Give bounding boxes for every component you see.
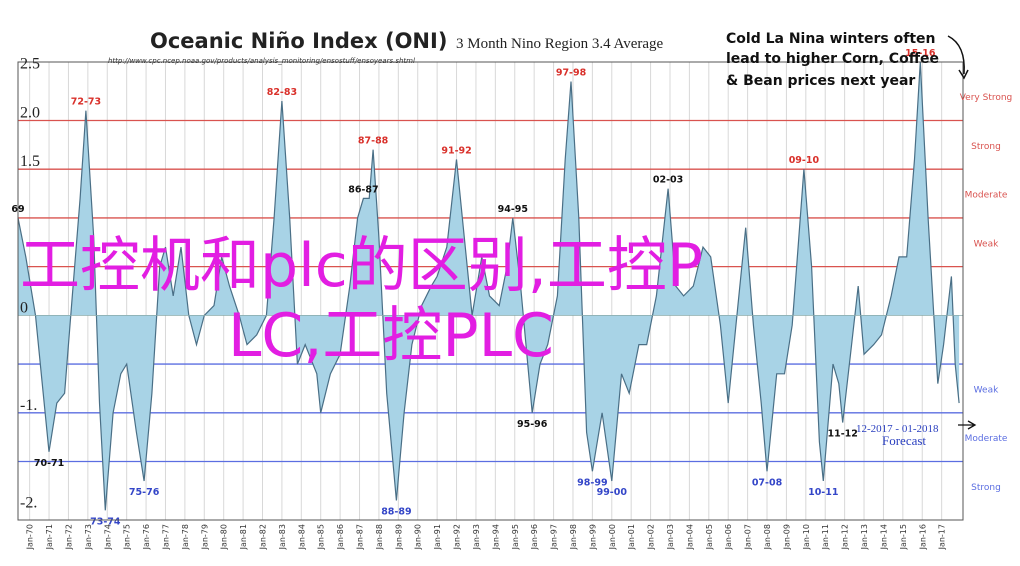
x-tick-label: Jan-80 <box>220 524 229 550</box>
x-tick-label: Jan-92 <box>453 524 462 550</box>
peak-label: 98-99 <box>577 477 607 488</box>
callout-arrow <box>947 35 965 75</box>
x-tick-label: Jan-03 <box>666 524 675 550</box>
x-tick-label: Jan-83 <box>278 524 287 550</box>
plot-area: Jan-70 Jan-71 Jan-72 Jan-73 Jan-74 Jan-75 Jan-… <box>11 48 964 550</box>
x-tick-label: Jan-16 <box>918 524 927 550</box>
x-tick-label: Jan-74 <box>103 524 112 550</box>
x-tick-label: Jan-14 <box>879 524 888 550</box>
x-tick-label: Jan-88 <box>375 524 384 550</box>
x-tick-label: Jan-98 <box>569 524 578 550</box>
band-label: Weak <box>974 385 999 395</box>
x-tick-label: Jan-05 <box>705 524 714 550</box>
x-tick-label: Jan-07 <box>744 524 753 550</box>
x-tick-label: Jan-77 <box>161 524 170 550</box>
x-tick-label: Jan-86 <box>336 524 345 550</box>
y-tick-label: 0 <box>20 299 28 316</box>
peak-label: 15-16 <box>905 48 936 59</box>
peak-label: 82-83 <box>267 87 297 98</box>
x-tick-label: Jan-15 <box>899 524 908 550</box>
peak-label: 91-92 <box>441 145 471 156</box>
peak-label: 88-89 <box>381 507 411 518</box>
forecast-label: Forecast <box>882 433 926 448</box>
area-line <box>17 61 960 511</box>
x-tick-label: Jan-04 <box>685 524 694 550</box>
x-tick-label: Jan-06 <box>724 524 733 550</box>
x-tick-label: Jan-73 <box>84 524 93 550</box>
peak-label: 97-98 <box>556 67 587 78</box>
x-tick-label: Jan-02 <box>647 524 656 550</box>
x-tick-label: Jan-71 <box>45 524 54 550</box>
x-tick-label: Jan-11 <box>821 524 830 550</box>
overlay-text: 工控机和plc的区别,工控P <box>20 231 703 301</box>
x-tick-label: Jan-00 <box>608 524 617 550</box>
peak-label: 94-95 <box>498 204 528 215</box>
x-tick-label: Jan-78 <box>181 524 190 550</box>
x-tick-label: Jan-87 <box>356 524 365 550</box>
x-tick-label: Jan-93 <box>472 524 481 550</box>
x-tick-label: Jan-96 <box>530 524 539 550</box>
peak-label: 10-11 <box>808 487 838 498</box>
x-tick-label: Jan-08 <box>763 524 772 550</box>
band-label: Moderate <box>965 434 1008 444</box>
x-tick-label: Jan-76 <box>142 524 151 550</box>
peak-label: 99-00 <box>597 487 628 498</box>
x-tick-label: Jan-72 <box>64 524 73 550</box>
band-label: Moderate <box>965 191 1008 201</box>
x-tick-label: Jan-99 <box>588 524 597 550</box>
peak-label: 87-88 <box>358 136 389 147</box>
peak-label: 11-12 <box>827 429 857 440</box>
peak-label: 70-71 <box>34 458 64 469</box>
x-tick-label: Jan-12 <box>841 524 850 550</box>
peak-label: 75-76 <box>129 487 160 498</box>
y-tick-label: 2.0 <box>20 104 40 121</box>
peak-label: 73-74 <box>90 516 121 527</box>
y-tick-label: -2. <box>20 494 37 511</box>
callout-arrow-head <box>958 69 969 80</box>
peak-label: 86-87 <box>348 184 378 195</box>
x-tick-label: Jan-01 <box>627 524 636 550</box>
x-tick-label: Jan-09 <box>782 524 791 550</box>
chart-title: Oceanic Niño Index (ONI) <box>150 29 447 53</box>
x-tick-label: Jan-75 <box>123 524 132 550</box>
callout-line: & Bean prices next year <box>726 73 915 89</box>
x-tick-label: Jan-89 <box>394 524 403 550</box>
source-url: http://www.cpc.ncep.noaa.gov/products/an… <box>108 57 415 65</box>
x-tick-label: Jan-95 <box>511 524 520 550</box>
x-tick-label: Jan-17 <box>938 524 947 550</box>
peak-label: 02-03 <box>653 175 683 186</box>
x-tick-label: Jan-81 <box>239 524 248 550</box>
forecast-range: 12-2017 - 01-2018 <box>856 423 939 435</box>
peak-label: 09-10 <box>789 155 820 166</box>
overlay-text: LC,工控PLC <box>228 301 554 371</box>
callout-line: lead to higher Corn, Coffee <box>726 51 939 67</box>
x-tick-label: Jan-85 <box>317 524 326 550</box>
band-label: Weak <box>974 239 999 249</box>
chart-subtitle: 3 Month Nino Region 3.4 Average <box>456 36 664 52</box>
callout-line: Cold La Nina winters often <box>726 31 936 47</box>
x-tick-label: Jan-79 <box>200 524 209 550</box>
x-tick-label: Jan-91 <box>433 524 442 550</box>
y-tick-label: 2.5 <box>20 56 40 73</box>
peak-label: 07-08 <box>752 477 783 488</box>
peak-label: 95-96 <box>517 419 548 430</box>
plot-frame <box>17 61 964 521</box>
x-tick-label: Jan-13 <box>860 524 869 550</box>
band-label: Strong <box>971 142 1001 152</box>
forecast-arrow <box>958 420 977 430</box>
x-tick-label: Jan-70 <box>26 524 35 550</box>
x-tick-label: Jan-82 <box>258 524 267 550</box>
x-tick-label: Jan-97 <box>550 524 559 550</box>
band-label: Strong <box>971 483 1001 493</box>
y-tick-label: -1. <box>20 397 37 414</box>
x-tick-label: Jan-84 <box>297 524 306 550</box>
y-tick-label: 1.5 <box>20 153 40 170</box>
x-tick-label: Jan-90 <box>414 524 423 550</box>
x-tick-label: Jan-94 <box>491 524 500 550</box>
peak-label: 72-73 <box>71 97 101 108</box>
band-label: Very Strong <box>960 93 1013 103</box>
x-tick-label: Jan-10 <box>802 524 811 550</box>
